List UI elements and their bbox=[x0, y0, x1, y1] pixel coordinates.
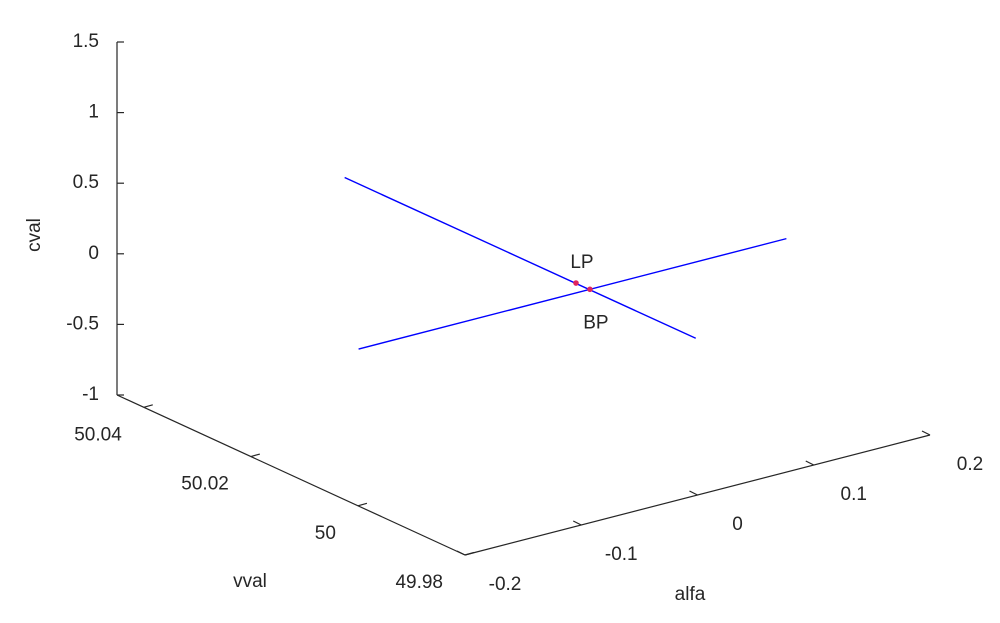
z-tick-label: -1 bbox=[82, 384, 99, 405]
x-axis-label: alfa bbox=[675, 584, 706, 605]
z-tick-label: -0.5 bbox=[66, 313, 99, 334]
x-tick-label: 0 bbox=[732, 514, 743, 535]
special-point bbox=[573, 280, 579, 286]
x-tick bbox=[805, 460, 815, 466]
line bbox=[358, 237, 787, 350]
line bbox=[344, 176, 697, 339]
x-tick-label: -0.1 bbox=[605, 544, 638, 565]
y-tick-label: 50.04 bbox=[74, 424, 122, 445]
x-tick-label: 0.2 bbox=[957, 454, 983, 475]
y-tick bbox=[464, 551, 475, 556]
x-tick bbox=[572, 520, 582, 526]
x-tick bbox=[456, 550, 466, 556]
y-tick bbox=[143, 404, 153, 408]
y-tick bbox=[357, 502, 368, 507]
z-tick-label: 0.5 bbox=[73, 172, 99, 193]
y-tick-label: 50 bbox=[315, 523, 336, 544]
y-tick-label: 49.98 bbox=[395, 572, 443, 593]
z-tick-label: 1 bbox=[88, 102, 99, 123]
x-tick-label: 0.1 bbox=[841, 484, 867, 505]
z-tick-label: 1.5 bbox=[73, 31, 99, 52]
y-tick-label: 50.02 bbox=[181, 474, 229, 495]
y-tick bbox=[250, 453, 261, 458]
point-label: LP bbox=[570, 252, 593, 273]
y-axis-label: vval bbox=[233, 571, 267, 592]
x-tick bbox=[921, 430, 931, 436]
z-tick-label: 0 bbox=[88, 243, 99, 264]
special-point bbox=[587, 286, 593, 293]
y-axis-line bbox=[116, 394, 466, 556]
point-label: BP bbox=[583, 312, 608, 333]
z-axis-label: cval bbox=[24, 218, 45, 252]
x-tick bbox=[689, 490, 698, 496]
x-tick-label: -0.2 bbox=[489, 574, 522, 595]
